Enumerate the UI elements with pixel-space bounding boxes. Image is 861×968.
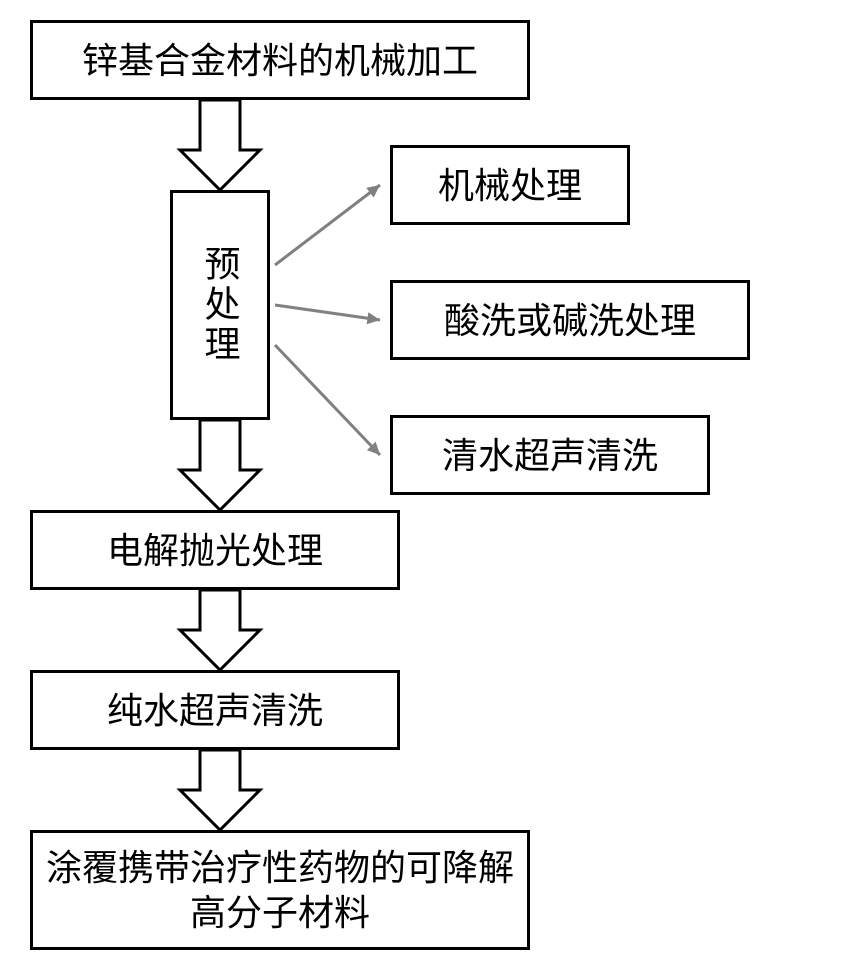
- block-arrow-1: [175, 418, 265, 512]
- thin-arrow-2: [255, 325, 400, 475]
- block-arrow-2: [175, 588, 265, 672]
- box-side2-label: 酸洗或碱洗处理: [432, 298, 708, 343]
- box-step5: 涂覆携带治疗性药物的可降解高分子材料: [30, 830, 530, 950]
- box-side1-label: 机械处理: [426, 163, 594, 208]
- box-step4: 纯水超声清洗: [30, 670, 400, 750]
- box-side2: 酸洗或碱洗处理: [390, 280, 750, 360]
- box-side1: 机械处理: [390, 145, 630, 225]
- box-step3-label: 电解抛光处理: [95, 528, 335, 573]
- box-step1-label: 锌基合金材料的机械加工: [70, 38, 490, 83]
- box-step5-label: 涂覆携带治疗性药物的可降解高分子材料: [33, 845, 527, 935]
- box-step1: 锌基合金材料的机械加工: [30, 20, 530, 100]
- box-step3: 电解抛光处理: [30, 510, 400, 590]
- box-step4-label: 纯水超声清洗: [95, 688, 335, 733]
- block-arrow-3: [175, 748, 265, 832]
- box-side3-label: 清水超声清洗: [430, 433, 670, 478]
- box-step2-label: 预处理: [198, 245, 243, 365]
- flowchart-canvas: 锌基合金材料的机械加工预处理电解抛光处理纯水超声清洗涂覆携带治疗性药物的可降解高…: [0, 0, 861, 968]
- block-arrow-0: [175, 98, 265, 192]
- thin-arrow-0: [255, 165, 400, 285]
- box-side3: 清水超声清洗: [390, 415, 710, 495]
